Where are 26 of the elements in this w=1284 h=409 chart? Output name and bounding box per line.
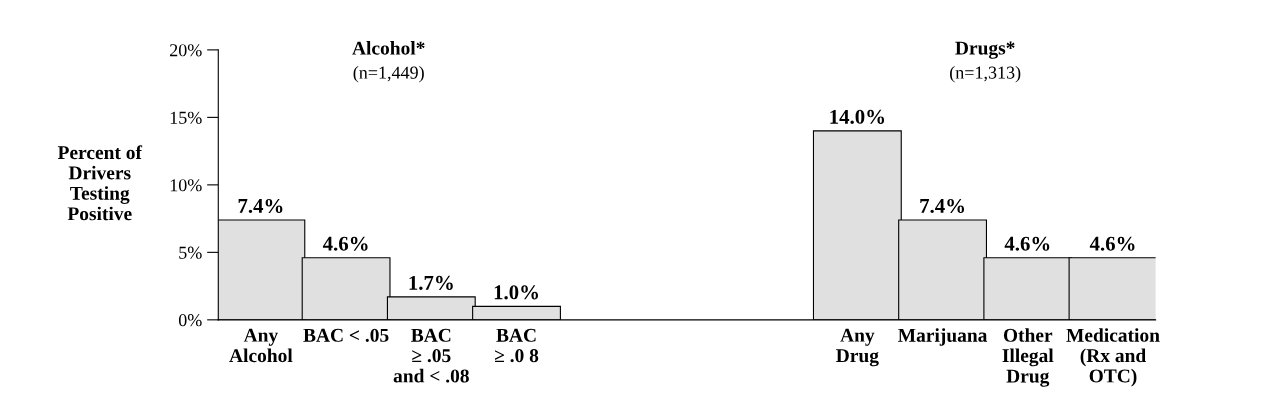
y-axis-title: Percent of Drivers Testing Positive — [57, 145, 143, 221]
y-tick-label: 0% — [178, 314, 202, 327]
annotation: Drugs* — [955, 41, 1015, 59]
y-tick-label: 10% — [170, 179, 202, 192]
data-label: 14.0% — [830, 109, 885, 124]
x-tick-label: Medication (Rx and OTC) — [1066, 328, 1160, 387]
x-tick-label: BAC ≥ .05 and < .08 — [393, 328, 469, 383]
data-label: 7.4% — [238, 198, 283, 214]
x-tick-label: BAC < .05 — [303, 328, 389, 342]
annotation: Alcohol* — [352, 41, 425, 55]
data-label: 1.7% — [409, 275, 453, 290]
x-tick-label: Any Alcohol — [229, 328, 293, 363]
annotation: (n=1,449) — [353, 66, 424, 83]
annotation: (n=1,313) — [950, 66, 1021, 83]
data-label: 4.6% — [1089, 236, 1135, 251]
x-tick-label: Any Drug — [836, 328, 879, 367]
y-tick-label: 20% — [170, 44, 202, 57]
x-tick-label: Marijuana — [898, 328, 988, 346]
data-label: 4.6% — [322, 236, 368, 251]
y-tick-label: 5% — [179, 246, 202, 259]
y-tick-label: 15% — [170, 111, 202, 124]
data-label: 7.4% — [920, 198, 965, 214]
data-label: 1.0% — [494, 285, 538, 300]
x-tick-label: BAC ≥ .0 8 — [494, 328, 539, 363]
x-tick-label: Other Illegal Drug — [1002, 328, 1054, 387]
data-label: 4.6% — [1004, 236, 1050, 251]
